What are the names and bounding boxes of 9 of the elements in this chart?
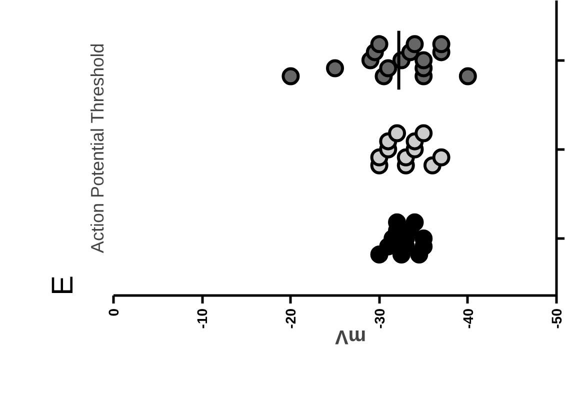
x-axis-title: mV	[334, 326, 366, 348]
x-tick-label: 0	[106, 308, 122, 316]
x-tick-label: -10	[194, 308, 210, 329]
x-tick-label: -20	[282, 308, 299, 329]
text: E	[46, 275, 80, 296]
x-tick-label: -30	[371, 308, 388, 329]
x-tick-label: -50	[548, 308, 564, 329]
x-tick-label: -40	[460, 308, 476, 329]
y-axis-title: Action Potential Threshold	[88, 43, 108, 254]
